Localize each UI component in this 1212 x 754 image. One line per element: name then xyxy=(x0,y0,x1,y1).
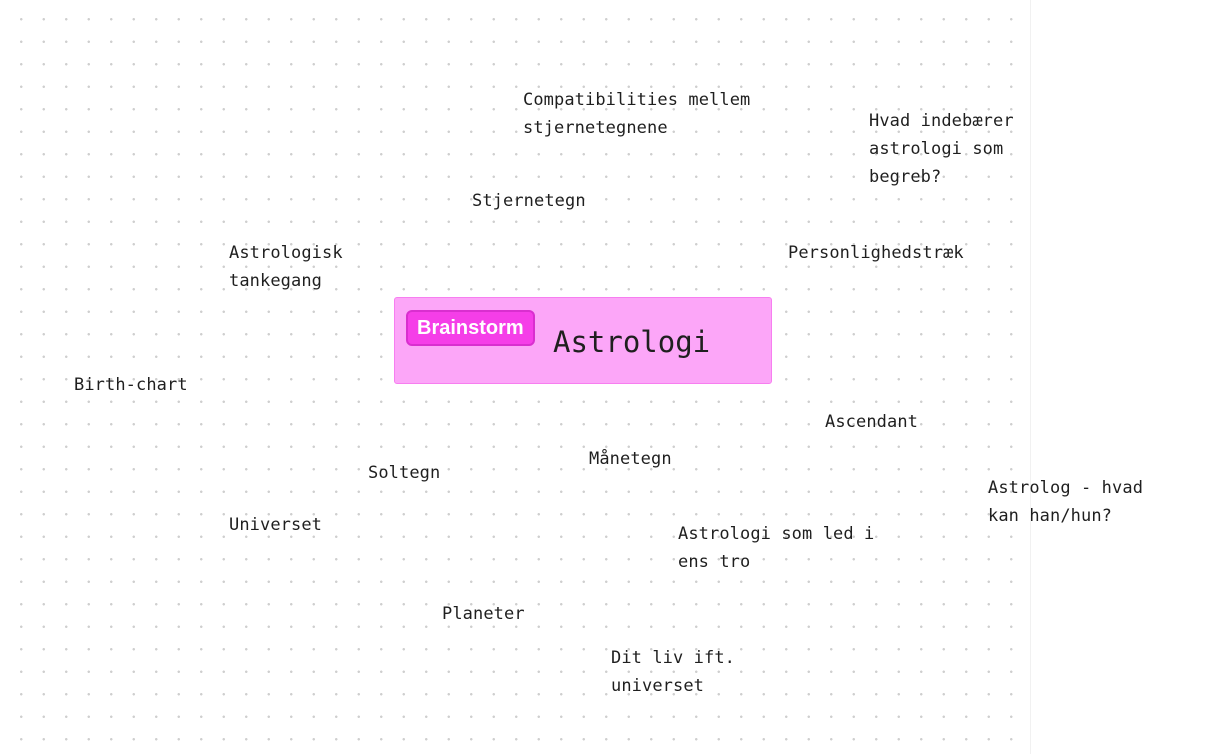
brainstorm-tag[interactable]: Brainstorm xyxy=(406,310,535,346)
sticky-note-astrologisk-tankegang[interactable]: Astrologisk tankegang xyxy=(229,243,343,291)
sticky-note-manetegn[interactable]: Månetegn xyxy=(589,449,672,469)
sticky-note-compatibilities[interactable]: Compatibilities mellem stjernetegnene xyxy=(523,90,751,138)
sticky-note-hvad-indebaerer[interactable]: Hvad indebærer astrologi som begreb? xyxy=(869,111,1014,187)
central-topic-title[interactable]: Astrologi xyxy=(553,325,711,359)
sticky-note-ascendant[interactable]: Ascendant xyxy=(825,412,919,432)
sticky-note-astrologi-som-led[interactable]: Astrologi som led i ens tro xyxy=(678,524,875,572)
sticky-note-universet[interactable]: Universet xyxy=(229,515,323,535)
sticky-note-dit-liv[interactable]: Dit liv ift. universet xyxy=(611,648,736,696)
sticky-note-astrolog-hvad[interactable]: Astrolog - hvad kan han/hun? xyxy=(988,478,1144,526)
central-topic-node[interactable]: Brainstorm Astrologi xyxy=(394,297,772,384)
side-panel: Astrolog - hvad kan han/hun? xyxy=(988,0,1212,754)
sticky-note-birth-chart[interactable]: Birth-chart xyxy=(74,375,188,395)
whiteboard-canvas[interactable]: Compatibilities mellem stjernetegnene Hv… xyxy=(0,0,1030,754)
sticky-note-planeter[interactable]: Planeter xyxy=(442,604,525,624)
sticky-note-personlighedstraek[interactable]: Personlighedstræk xyxy=(788,243,964,263)
sticky-note-soltegn[interactable]: Soltegn xyxy=(368,463,441,483)
sticky-note-stjernetegn[interactable]: Stjernetegn xyxy=(472,191,586,211)
